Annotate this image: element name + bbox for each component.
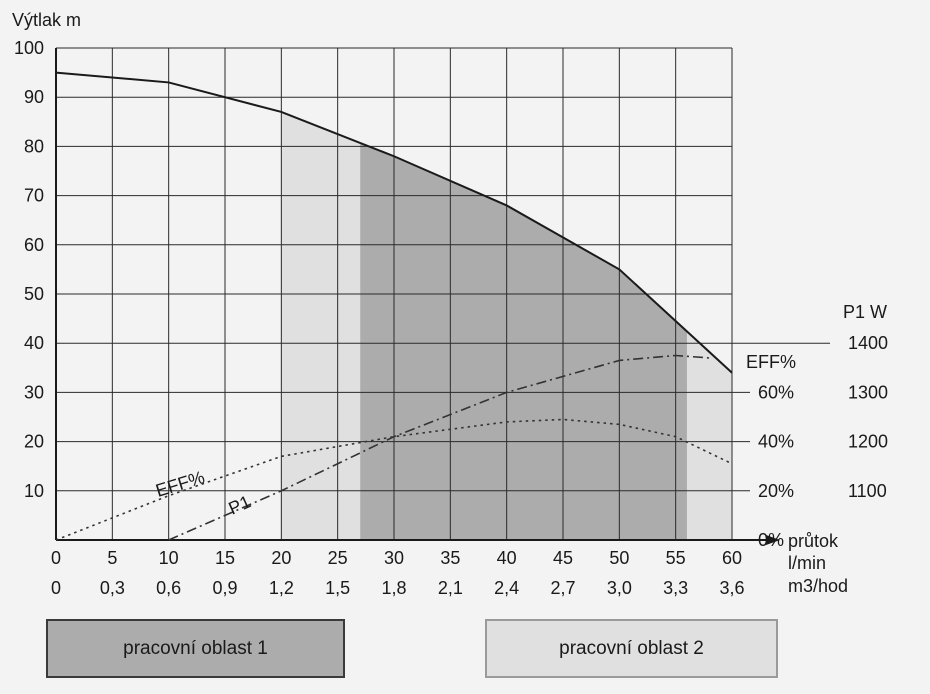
legend-working-area-1: pracovní oblast 1 (46, 619, 345, 678)
y-tick-label-100: 100 (14, 38, 44, 58)
x-tick-lmin-30: 30 (384, 548, 404, 568)
x-tick-m3h-0,6: 0,6 (156, 578, 181, 598)
y-tick-label-90: 90 (24, 87, 44, 107)
y-tick-label-60: 60 (24, 235, 44, 255)
x-tick-lmin-60: 60 (722, 548, 742, 568)
x-tick-m3h-2,4: 2,4 (494, 578, 519, 598)
x-tick-m3h-3,0: 3,0 (607, 578, 632, 598)
axes (55, 48, 780, 545)
x-axis-title-lmin: l/min (788, 553, 826, 573)
series-line-3 (168, 354, 710, 541)
y-tick-label-40: 40 (24, 333, 44, 353)
y-tick-label-70: 70 (24, 186, 44, 206)
y-tick-label-20: 20 (24, 432, 44, 452)
working-area-2-band-1 (281, 111, 361, 541)
x-tick-lmin-45: 45 (553, 548, 573, 568)
y-tick-label-80: 80 (24, 136, 44, 156)
y-axis-title: Výtlak m (12, 10, 81, 30)
series-line-1 (55, 71, 733, 374)
eff-tick-label-60pct: 60% (758, 382, 794, 402)
x-tick-lmin-10: 10 (159, 548, 179, 568)
x-tick-lmin-50: 50 (609, 548, 629, 568)
x-tick-m3h-3,3: 3,3 (663, 578, 688, 598)
power-axis-title: P1 W (843, 302, 887, 322)
y-tick-label-30: 30 (24, 382, 44, 402)
x-tick-m3h-3,6: 3,6 (719, 578, 744, 598)
power-tick-label-1100: 1100 (848, 481, 887, 501)
x-tick-m3h-1,5: 1,5 (325, 578, 350, 598)
power-tick-label-1400: 1400 (848, 333, 888, 353)
eff-tick-label-20pct: 20% (758, 481, 794, 501)
x-tick-lmin-5: 5 (107, 548, 117, 568)
x-tick-m3h-2,7: 2,7 (550, 578, 575, 598)
eff-axis-title: EFF% (746, 352, 796, 372)
x-tick-lmin-55: 55 (666, 548, 686, 568)
y-tick-label-50: 50 (24, 284, 44, 304)
x-tick-lmin-0: 0 (51, 548, 61, 568)
working-areas (281, 111, 732, 541)
x-axis-title-m3h: m3/hod (788, 576, 848, 596)
y-tick-label-10: 10 (24, 481, 44, 501)
p1-curve-label: P1 (225, 491, 253, 518)
legend-working-area-2-label: pracovní oblast 2 (559, 637, 704, 659)
x-tick-lmin-20: 20 (271, 548, 291, 568)
power-tick-label-1200: 1200 (848, 432, 888, 452)
series-line-2 (55, 418, 733, 541)
grid (56, 47, 830, 540)
x-tick-lmin-40: 40 (497, 548, 517, 568)
working-area-2-band-2 (686, 331, 732, 540)
x-tick-m3h-0,9: 0,9 (212, 578, 237, 598)
working-area-1-band (360, 142, 687, 540)
axis-labels: EFF% P1 Výtlak m 10 20 30 40 50 60 70 80 90 100 0 5 10 1… (12, 10, 888, 598)
x-tick-m3h-1,8: 1,8 (381, 578, 406, 598)
x-tick-m3h-2,1: 2,1 (438, 578, 463, 598)
x-tick-lmin-25: 25 (328, 548, 348, 568)
eff-curve-label: EFF% (153, 467, 207, 501)
eff-tick-label-40pct: 40% (758, 432, 794, 452)
x-tick-lmin-35: 35 (440, 548, 460, 568)
legend-working-area-2: pracovní oblast 2 (485, 619, 778, 678)
power-tick-label-1300: 1300 (848, 382, 888, 402)
x-axis-title-flow: průtok (788, 531, 839, 551)
series-lines (55, 71, 733, 541)
x-tick-m3h-0: 0 (51, 578, 61, 598)
legend-working-area-1-label: pracovní oblast 1 (123, 637, 268, 659)
x-tick-lmin-15: 15 (215, 548, 235, 568)
eff-tick-label-0pct: 0% (758, 530, 784, 550)
x-tick-m3h-0,3: 0,3 (100, 578, 125, 598)
x-tick-m3h-1,2: 1,2 (269, 578, 294, 598)
x-axis-arrow-icon (766, 535, 780, 545)
